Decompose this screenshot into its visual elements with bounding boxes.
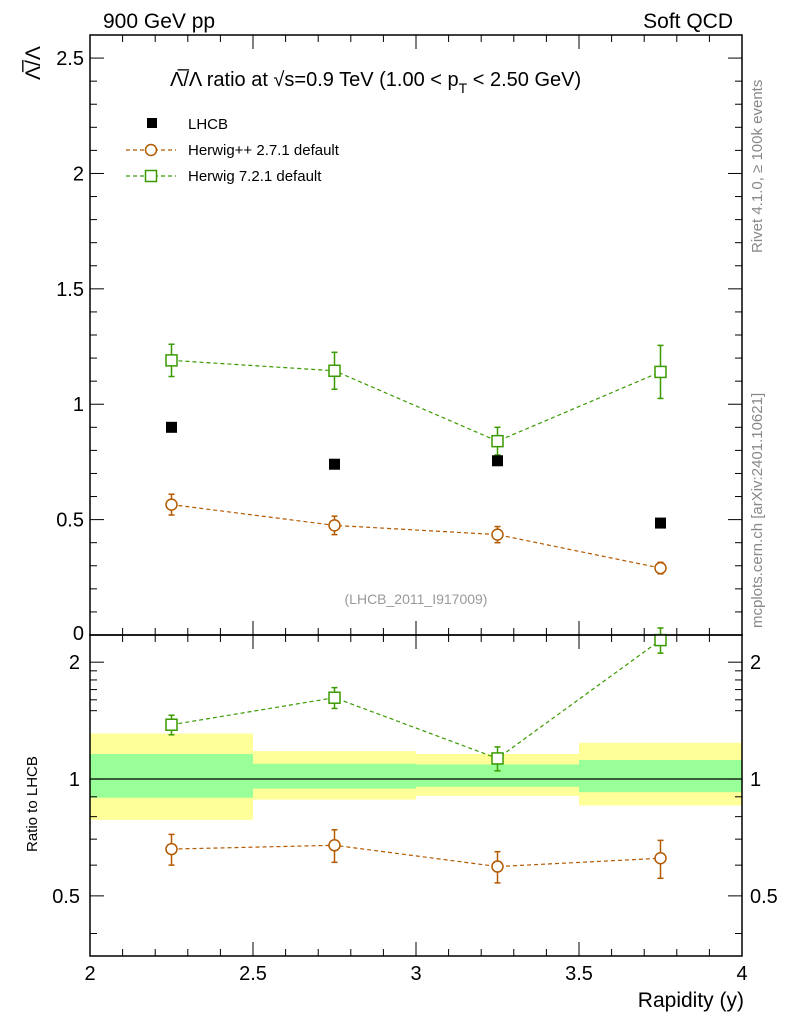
- ratio-herwigpp-point: [491, 860, 504, 873]
- x-axis-label: Rapidity (y): [638, 989, 744, 1012]
- x-tick-label: 3: [410, 963, 421, 985]
- herwig7-point: [654, 365, 667, 379]
- ratio-y-tick-label: 0.5: [52, 886, 80, 908]
- uncertainty-band-inner: [253, 763, 416, 789]
- uncertainty-band-inner: [90, 754, 253, 798]
- y-axis-label: Λ̅/Λ: [22, 46, 45, 80]
- legend-marker-herwig7: [144, 169, 158, 183]
- lhcb-data-point: [329, 458, 340, 470]
- herwig7-point: [491, 434, 504, 448]
- header-right: Soft QCD: [643, 10, 733, 33]
- herwigpp-line: [171, 504, 661, 569]
- ratio-y-tick-label: 1: [69, 769, 80, 791]
- ratio-herwig7-point: [165, 718, 178, 731]
- y-tick-label: 0.5: [56, 510, 84, 532]
- herwig7-line: [171, 359, 661, 442]
- watermark: (LHCB_2011_I917009): [345, 591, 488, 607]
- herwigpp-point: [491, 528, 504, 541]
- ratio-herwigpp-point: [654, 852, 667, 865]
- side-note-bottom: mcplots.cern.ch [arXiv:2401.10621]: [749, 393, 766, 628]
- ratio-herwigpp-line: [171, 844, 661, 868]
- x-tick-label: 4: [736, 963, 747, 985]
- y-tick-label: 2: [73, 163, 84, 185]
- ratio-y-axis-label: Ratio to LHCB: [24, 756, 41, 852]
- herwigpp-point: [654, 561, 667, 575]
- ratio-y-tick-label-right: 1: [750, 769, 761, 791]
- ratio-y-tick-label-right: 2: [750, 652, 761, 674]
- lhcb-data-point: [655, 517, 666, 529]
- ratio-herwig7-point: [654, 633, 667, 647]
- legend: LHCB Herwig++ 2.7.1 default Herwig 7.2.1…: [126, 116, 340, 185]
- lhcb-data-point: [492, 455, 503, 467]
- ratio-herwig7-line: [171, 639, 661, 760]
- ratio-herwig7-point: [328, 691, 341, 704]
- x-tick-label: 3.5: [565, 963, 593, 985]
- legend-marker-lhcb: [147, 118, 157, 128]
- herwig7-point: [165, 354, 178, 367]
- ratio-herwig7-point: [491, 752, 504, 765]
- side-note-top: Rivet 4.1.0, ≥ 100k events: [749, 80, 766, 253]
- ratio-panel: 2 2.5 3 3.5 4 0.5 0.5 1 1 2 2 Ratio to LHCB Rapidi…: [24, 627, 778, 1012]
- legend-marker-herwigpp: [144, 143, 158, 157]
- herwigpp-point: [328, 519, 341, 532]
- ratio-herwigpp-point: [165, 842, 178, 856]
- legend-label-lhcb: LHCB: [188, 116, 228, 133]
- y-tick-label: 1: [73, 394, 84, 416]
- header-left: 900 GeV pp: [103, 10, 215, 33]
- main-panel: 0.5 1 1.5 2 2.5 0 Λ̅/Λ ratio at √s=0.9 TeV (1…: [22, 34, 743, 645]
- ratio-herwigpp-point: [328, 839, 341, 852]
- ratio-y-tick-label: 2: [69, 652, 80, 674]
- legend-label-herwigpp: Herwig++ 2.7.1 default: [188, 142, 340, 159]
- y-tick-label-zero: 0: [73, 623, 84, 645]
- y-tick-label: 2.5: [56, 48, 84, 70]
- x-tick-label: 2.5: [239, 963, 267, 985]
- legend-label-herwig7: Herwig 7.2.1 default: [188, 168, 322, 185]
- chart-title: Λ̅/Λ ratio at √s=0.9 TeV (1.00 < pT < 2.…: [170, 68, 581, 96]
- uncertainty-band-inner: [416, 764, 579, 787]
- uncertainty-band-inner: [579, 759, 742, 793]
- ratio-y-tick-label-right: 0.5: [750, 886, 778, 908]
- y-tick-label: 1.5: [56, 279, 84, 301]
- herwig7-point: [328, 364, 341, 378]
- lhcb-data-point: [166, 421, 177, 433]
- herwigpp-point: [165, 498, 178, 511]
- x-tick-label: 2: [84, 963, 95, 985]
